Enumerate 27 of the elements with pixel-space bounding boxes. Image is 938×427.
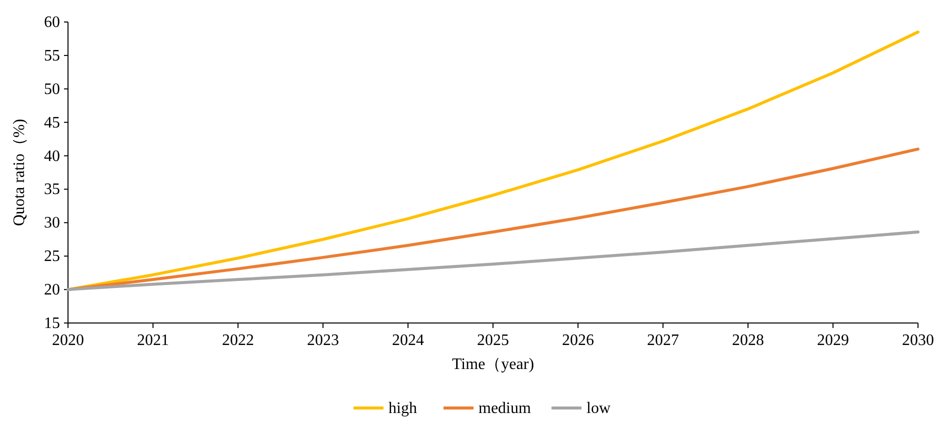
x-tick-label: 2024 — [392, 332, 424, 349]
x-tick-label: 2025 — [477, 332, 509, 349]
y-tick-label: 55 — [44, 47, 60, 64]
x-tick-label: 2027 — [647, 332, 679, 349]
y-axis-title: Quota ratio（%) — [11, 118, 28, 226]
x-tick-label: 2026 — [562, 332, 594, 349]
x-tick-label: 2029 — [817, 332, 849, 349]
x-tick-label: 2020 — [52, 332, 84, 349]
line-series — [66, 230, 920, 292]
y-tick-label: 45 — [44, 114, 60, 132]
legend-label: high — [388, 400, 417, 417]
x-tick-label: 2023 — [307, 332, 339, 349]
y-tick-label: 50 — [44, 80, 60, 98]
x-tick-label: 2030 — [902, 332, 934, 349]
legend-label: low — [586, 400, 611, 417]
x-tick-label: 2021 — [137, 332, 169, 349]
y-tick-label: 30 — [44, 214, 60, 232]
y-tick-label: 20 — [44, 282, 60, 299]
y-tick-label: 25 — [44, 248, 60, 266]
y-tick-label: 35 — [44, 181, 60, 198]
y-tick-label: 60 — [44, 14, 60, 31]
legend-label: medium — [478, 400, 532, 417]
x-axis-title: Time（year) — [452, 356, 534, 373]
x-tick-label: 2022 — [222, 332, 254, 349]
y-tick-label: 40 — [44, 148, 60, 165]
x-tick-label: 2028 — [732, 332, 764, 349]
y-tick-label: 15 — [44, 315, 60, 332]
